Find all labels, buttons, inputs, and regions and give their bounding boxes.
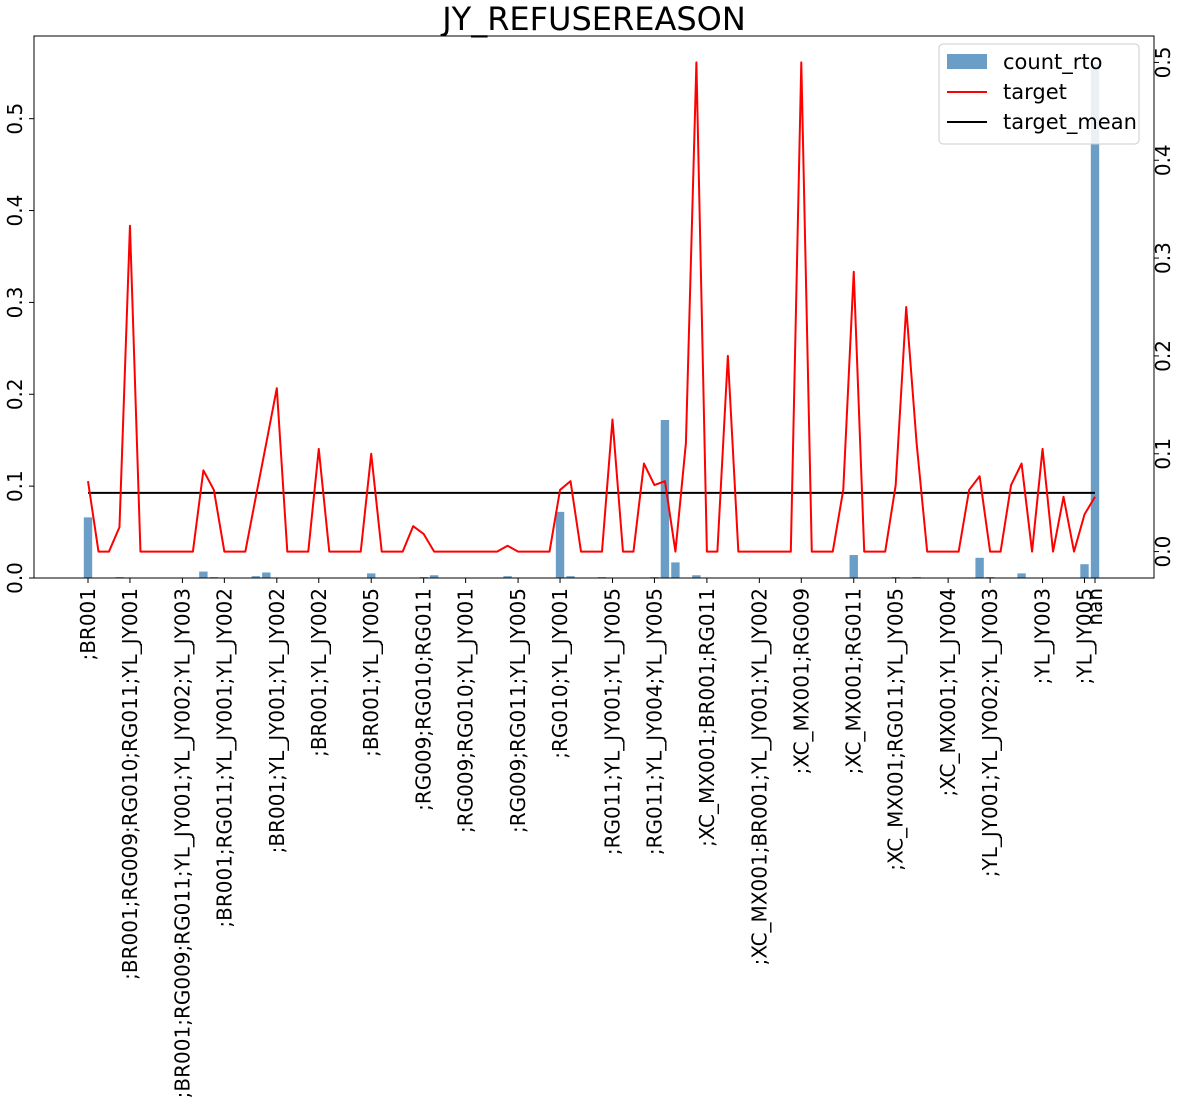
x-tick-label: ;BR001;RG009;RG011;YL_JY001;YL_JY002;YL_… — [170, 588, 194, 1098]
x-tick-label: ;RG011;YL_JY004;YL_JY005 — [642, 588, 666, 855]
x-tick-label: ;RG011;YL_JY001;YL_JY005 — [600, 588, 624, 855]
x-tick-label: ;BR001;RG009;RG010;RG011;YL_JY001 — [118, 588, 142, 980]
count-rto-bar — [1017, 573, 1026, 578]
chart-title: JY_REFUSEREASON — [440, 0, 746, 38]
x-tick-label: ;RG009;RG011;YL_JY005 — [506, 588, 530, 833]
x-tick-label: nan — [1083, 588, 1107, 626]
x-tick-label: ;XC_MX001;RG009 — [789, 588, 813, 774]
x-tick-label: ;YL_JY005 — [1073, 588, 1097, 684]
right-y-tick-label: 0.2 — [1151, 340, 1175, 372]
x-tick-label: ;RG009;RG010;YL_JY001 — [454, 588, 478, 833]
x-tick-label: ;BR001;RG011;YL_JY001;YL_JY002 — [212, 588, 236, 928]
x-tick-label: ;BR001;YL_JY005 — [359, 588, 383, 757]
x-tick-label: ;YL_JY003 — [1031, 588, 1055, 684]
x-tick-label: ;YL_JY001;YL_JY002;YL_JY003 — [978, 588, 1002, 877]
count-rto-bar — [262, 572, 271, 578]
count-rto-bar — [367, 573, 376, 578]
count-rto-bars — [83, 63, 1100, 578]
count-rto-bar — [1080, 564, 1089, 578]
legend-label-count_rto: count_rto — [1003, 50, 1102, 75]
count-rto-bar — [671, 562, 680, 578]
plot-frame — [33, 35, 1155, 579]
right-y-tick-label: 0.0 — [1151, 536, 1175, 568]
left-y-tick-label: 0.2 — [3, 378, 27, 410]
legend-swatch-count_rto — [947, 54, 987, 69]
legend-label-target_mean: target_mean — [1003, 110, 1137, 135]
x-tick-label: ;RG009;RG010;RG011 — [412, 588, 436, 811]
x-tick-label: ;BR001;YL_JY002 — [307, 588, 331, 757]
count-rto-bar — [849, 555, 858, 578]
count-rto-bar — [503, 576, 512, 578]
count-rto-bar — [429, 575, 439, 578]
left-y-tick-label: 0.4 — [3, 195, 27, 227]
x-tick-label: ;RG010;YL_JY001 — [548, 588, 572, 759]
right-y-tick-label: 0.1 — [1151, 438, 1175, 470]
count-rto-bar — [566, 576, 575, 578]
count-rto-bar — [975, 557, 984, 578]
left-y-tick-label: 0.0 — [3, 562, 27, 594]
x-tick-label: ;XC_MX001;BR001;RG011 — [695, 588, 719, 847]
count-rto-bar — [83, 517, 93, 578]
left-y-tick-label: 0.5 — [3, 103, 27, 135]
count-rto-bar — [660, 419, 670, 578]
target-line — [87, 61, 1096, 553]
right-y-tick-label: 0.4 — [1151, 144, 1175, 176]
count-rto-bar — [555, 511, 565, 578]
count-rto-bar — [199, 571, 208, 578]
legend-box — [938, 43, 1140, 145]
left-y-tick-label: 0.3 — [3, 287, 27, 319]
left-y-axis: 0.0 0.1 0.2 0.3 0.4 0.5 — [3, 103, 34, 594]
x-tick-label: ;BR001 — [76, 588, 100, 661]
x-tick-label: ;XC_MX001;RG011;YL_JY005 — [884, 588, 908, 871]
x-tick-label: ;XC_MX001;RG011 — [842, 588, 866, 774]
x-tick-label: ;XC_MX001;YL_JY004 — [936, 588, 960, 796]
left-y-tick-label: 0.1 — [3, 470, 27, 502]
x-tick-label: ;XC_MX001;BR001;YL_JY001;YL_JY002 — [747, 588, 771, 965]
right-y-tick-label: 0.5 — [1151, 47, 1175, 79]
x-tick-label: ;BR001;YL_JY001;YL_JY002 — [265, 588, 289, 853]
count-rto-bar — [251, 576, 261, 578]
count-rto-bar — [1090, 63, 1100, 578]
target-line-group — [87, 61, 1096, 553]
count-rto-bar — [692, 575, 701, 578]
right-y-tick-label: 0.3 — [1151, 242, 1175, 274]
legend-label-target: target — [1003, 80, 1067, 104]
right-y-axis: 0.0 0.1 0.2 0.3 0.4 0.5 — [1151, 47, 1175, 568]
x-axis: ;BR001 ;BR001;RG009;RG010;RG011;YL_JY001;… — [76, 578, 1107, 1098]
